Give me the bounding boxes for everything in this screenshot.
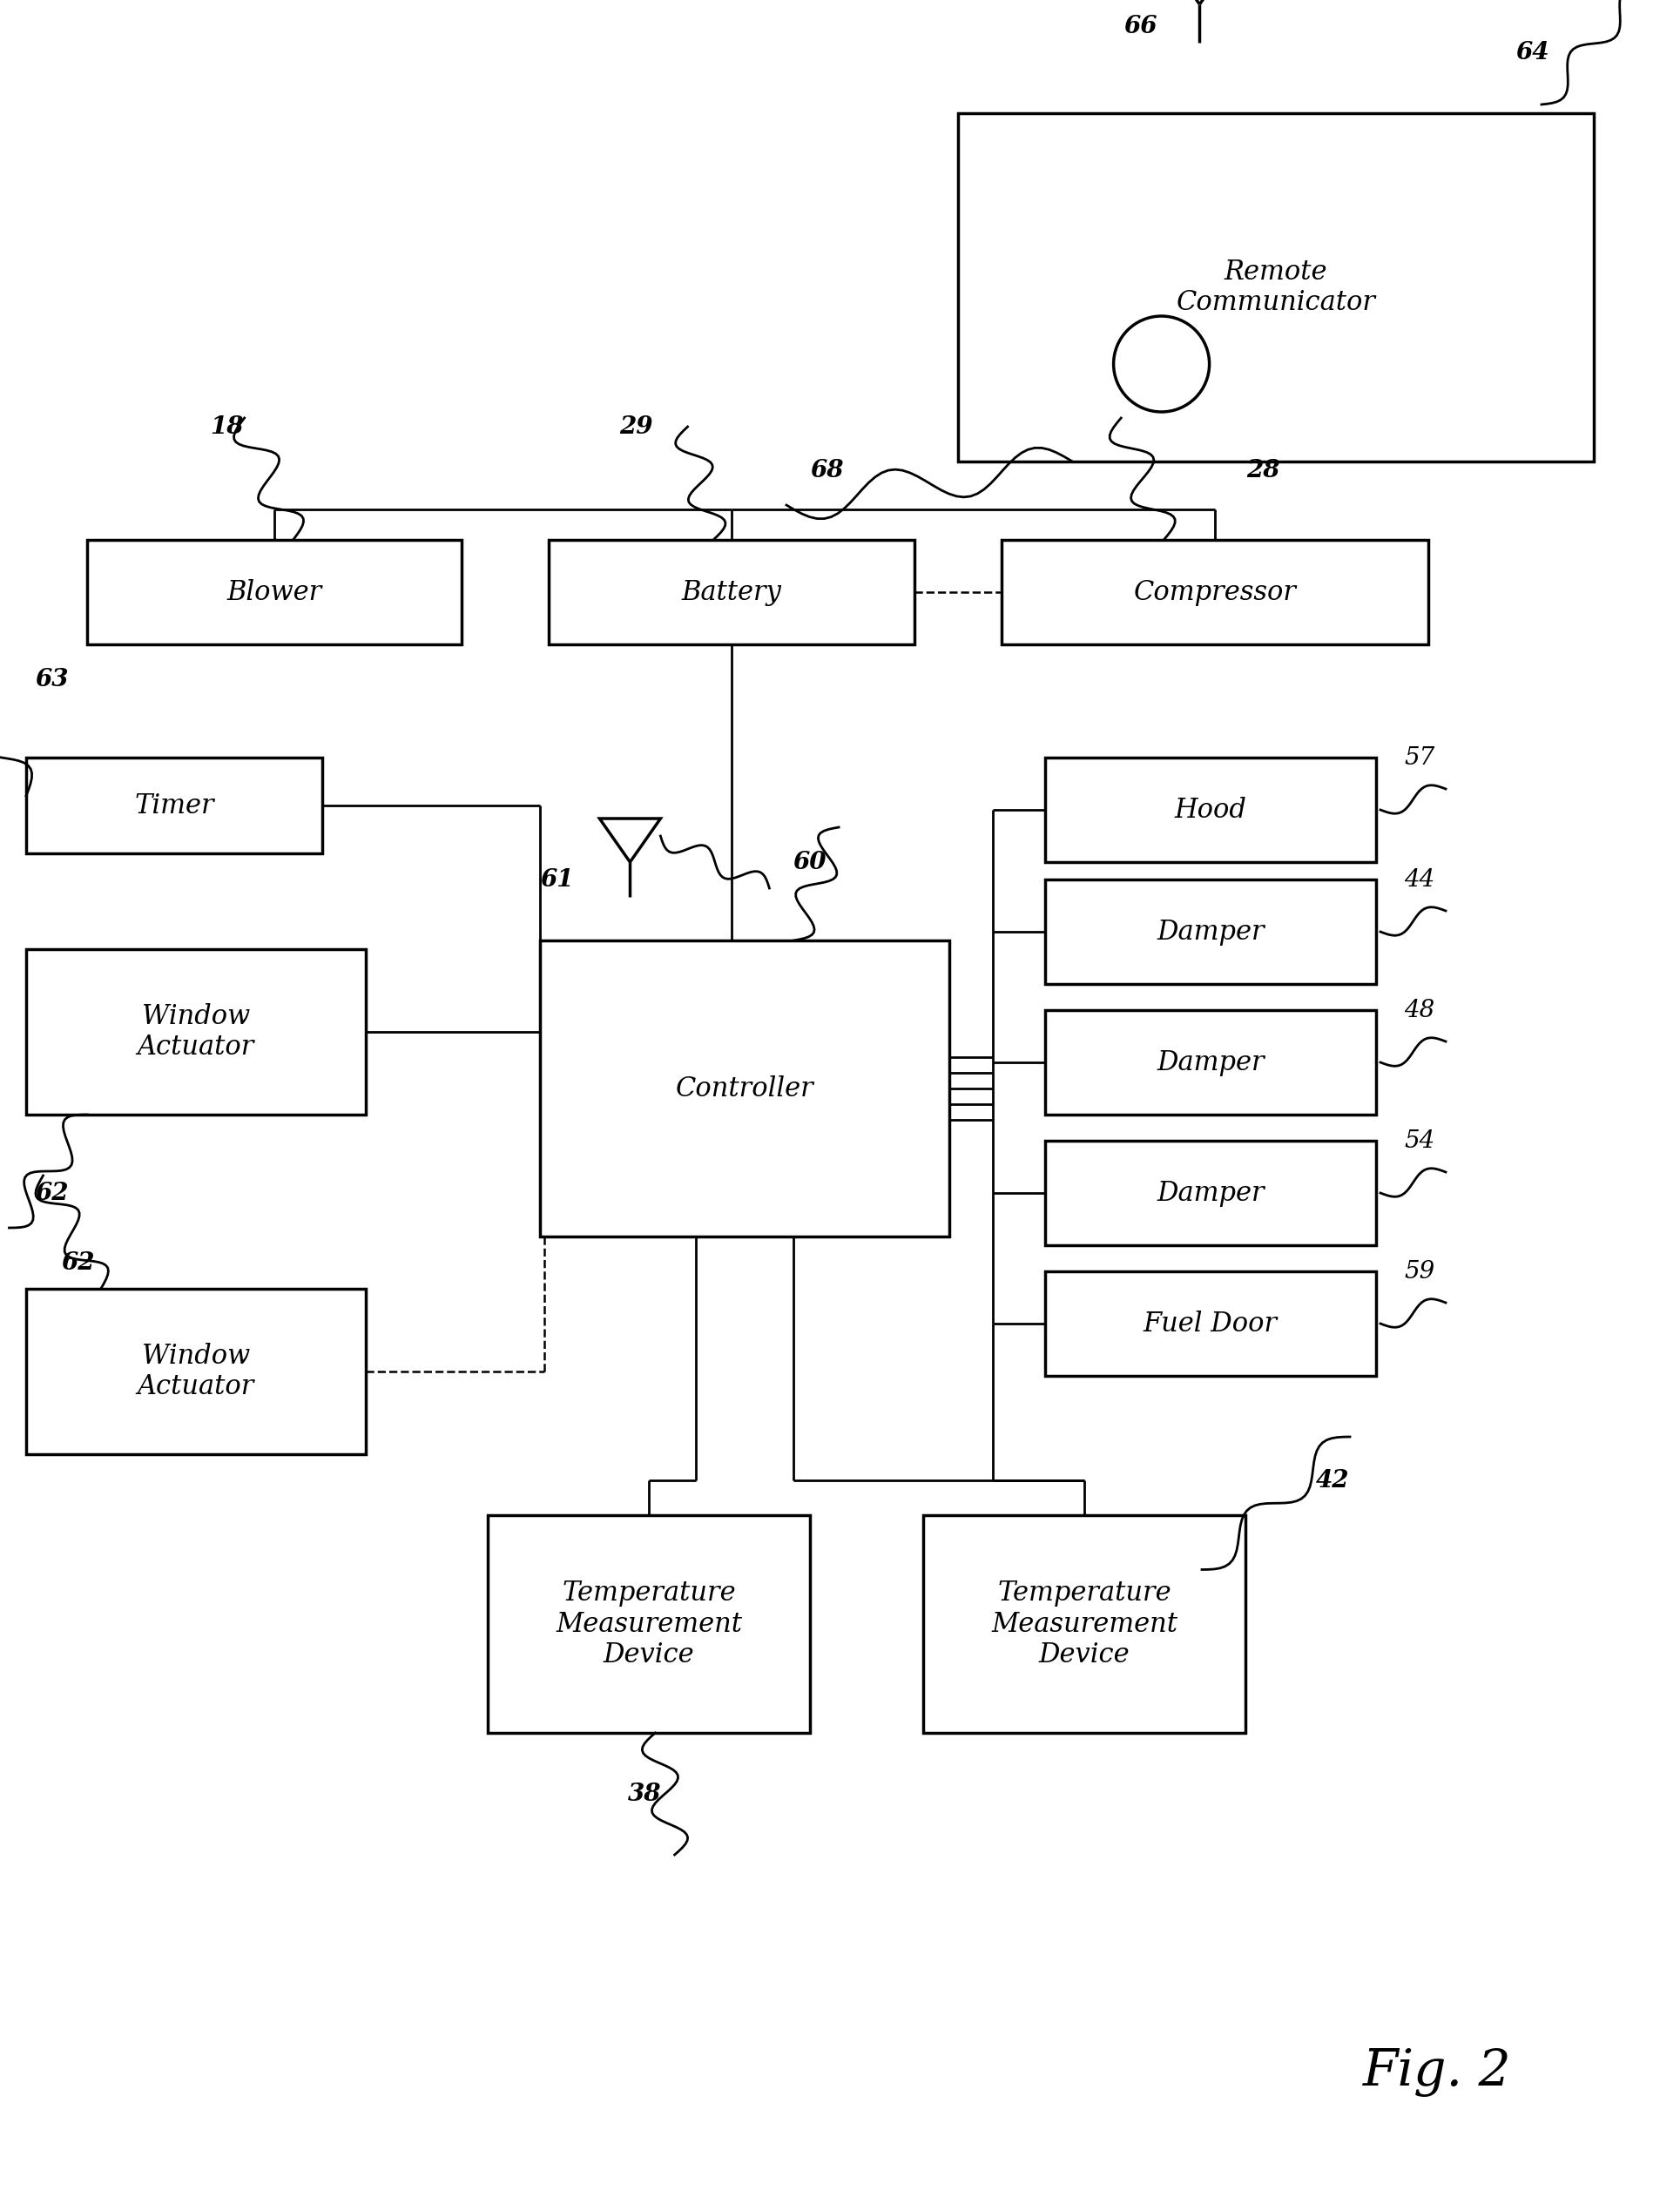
Bar [549, 540, 914, 644]
Text: Hood: Hood [1174, 795, 1247, 824]
Text: 38: 38 [628, 1782, 662, 1806]
Text: 28: 28 [1247, 459, 1280, 481]
Bar [958, 114, 1594, 461]
Text: 57: 57 [1404, 745, 1435, 769]
Text: Fig. 2: Fig. 2 [1362, 2048, 1512, 2098]
Bar [1045, 1011, 1376, 1114]
Text: 48: 48 [1404, 997, 1435, 1022]
Text: Temperature
Measurement
Device: Temperature Measurement Device [991, 1580, 1178, 1670]
Text: Battery: Battery [682, 578, 781, 606]
Bar [487, 1516, 810, 1733]
Bar [1001, 540, 1428, 644]
Bar [27, 758, 323, 852]
Text: Window
Actuator: Window Actuator [138, 1342, 254, 1399]
Text: 62: 62 [62, 1250, 96, 1274]
Text: Damper: Damper [1158, 1048, 1265, 1077]
Bar [1045, 758, 1376, 861]
Text: 64: 64 [1515, 40, 1549, 64]
Bar [924, 1516, 1245, 1733]
Text: 54: 54 [1404, 1129, 1435, 1153]
Bar [1045, 1140, 1376, 1246]
Text: 68: 68 [811, 459, 843, 481]
Text: Remote
Communicator: Remote Communicator [1176, 259, 1376, 316]
Text: Blower: Blower [227, 578, 323, 606]
Bar [1045, 879, 1376, 984]
Bar [27, 1290, 366, 1454]
Text: Fuel Door: Fuel Door [1144, 1309, 1278, 1338]
Text: 60: 60 [793, 850, 827, 874]
Bar [1045, 1272, 1376, 1375]
Text: 44: 44 [1404, 868, 1435, 892]
Bar [27, 949, 366, 1114]
Text: 61: 61 [541, 868, 575, 892]
Bar [87, 540, 462, 644]
Text: 62: 62 [35, 1182, 69, 1204]
Text: 42: 42 [1315, 1468, 1349, 1492]
Text: Window
Actuator: Window Actuator [138, 1002, 254, 1061]
Text: Timer: Timer [134, 791, 213, 819]
Text: 18: 18 [210, 415, 244, 439]
Text: 66: 66 [1124, 15, 1158, 37]
Text: Controller: Controller [675, 1074, 813, 1103]
Text: Damper: Damper [1158, 918, 1265, 945]
Text: 63: 63 [35, 668, 69, 692]
Text: Compressor: Compressor [1134, 578, 1297, 606]
Bar [539, 940, 949, 1237]
Text: 59: 59 [1404, 1259, 1435, 1283]
Text: 29: 29 [618, 415, 652, 439]
Text: Damper: Damper [1158, 1180, 1265, 1206]
Text: Temperature
Measurement
Device: Temperature Measurement Device [556, 1580, 743, 1670]
